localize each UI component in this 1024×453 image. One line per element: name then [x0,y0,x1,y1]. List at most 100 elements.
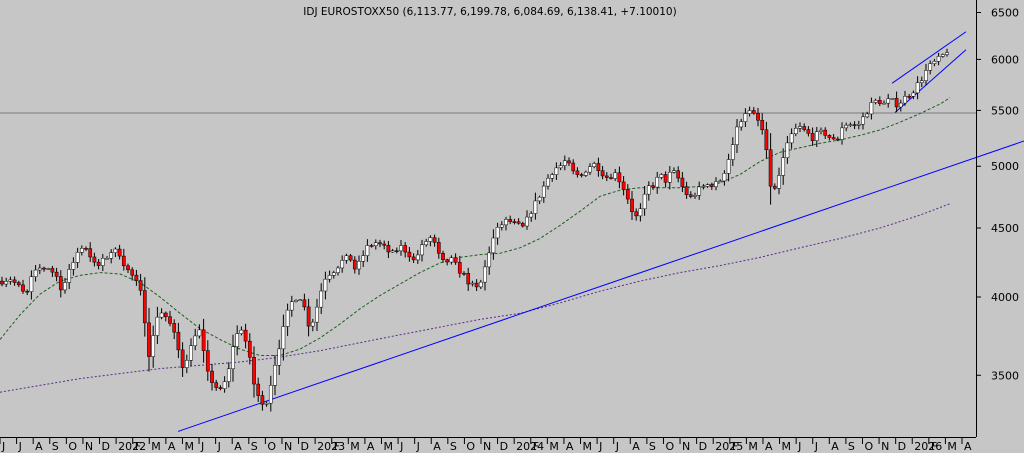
candle-body-up [428,237,433,242]
x-tick-label: J [416,440,420,453]
candle-body-down [634,211,639,217]
candle-body-down [0,280,4,285]
candle-body-down [411,256,416,261]
candle-body-down [382,243,387,246]
candle-body-down [445,259,450,263]
x-tick-label: M [748,440,758,453]
candle-body-up [357,261,361,270]
candle-body-down [168,316,172,324]
candle-body-down [663,174,668,183]
candle-body-up [613,172,618,179]
candle [781,148,786,185]
x-tick-label: 2024 [516,440,544,453]
candle-body-down [676,170,681,179]
candle [504,216,508,231]
candle-body-up [100,258,105,266]
candle-body-up [189,345,193,361]
candle-body-down [386,245,391,253]
candle-body-down [201,329,206,351]
candle-body-up [491,237,496,254]
candle-body-up [323,278,328,292]
candle [382,240,387,250]
x-tick-label: 2026 [914,440,942,453]
candle [298,299,303,302]
candle-body-up [193,335,198,347]
candle-body-up [4,281,9,285]
candle-body-down [117,248,122,257]
candle [810,127,815,146]
candle-body-down [831,137,836,140]
candle [348,254,353,262]
candle [898,99,903,112]
x-tick-label: S [848,440,855,453]
candle-body-up [659,174,664,178]
candle-body-up [886,98,891,104]
candle-body-down [432,237,437,243]
candle [932,58,937,67]
candle [861,112,865,130]
candle-body-up [529,213,534,218]
candle [281,314,286,361]
candle [873,98,878,105]
candle [819,127,823,135]
candle-body-up [197,329,202,337]
candle-body-down [12,279,17,283]
candle [646,181,651,201]
candle [760,113,765,135]
candle [231,334,235,382]
candle [37,264,42,275]
candle-body-up [155,316,160,336]
candle [260,390,265,411]
candle-body-down [88,248,93,258]
candle-body-down [134,274,139,281]
candle [630,191,634,221]
candle [453,253,458,265]
x-tick-label: J [598,440,602,453]
candle [474,279,479,292]
candle-body-down [512,221,517,223]
candle-body-down [378,242,382,245]
candle-body-up [63,282,67,291]
candle [197,324,202,339]
candle-body-up [373,242,378,247]
candle [907,94,912,99]
candle [483,260,487,291]
candle [273,355,277,396]
candle [25,289,30,296]
candle [877,96,882,107]
candle-body-up [735,126,739,145]
candle-body-down [756,113,760,121]
candle [138,274,143,296]
candle-body-up [344,255,349,261]
x-tick-label: M [151,440,161,453]
candle-body-up [840,127,844,140]
candle [705,183,710,188]
candle [529,211,534,222]
x-tick-label: M [350,440,360,453]
candle [487,246,492,275]
chart-title: IDJ EUROSTOXX50 (6,113.77, 6,199.78, 6,0… [303,6,676,18]
x-tick-label: O [68,440,77,453]
candle-body-up [365,245,370,256]
candle [831,134,836,140]
candle-body-down [84,248,88,250]
candle [911,90,916,100]
candle-body-down [894,98,899,108]
candle-body-up [340,260,345,269]
x-tick-label: S [450,440,457,453]
candle [495,222,500,245]
candle [96,259,101,270]
candle-body-up [642,193,647,210]
candle-body-down [92,256,97,263]
candle-body-down [571,162,576,172]
candle [680,172,685,192]
x-tick-label: J [1,440,5,453]
candle-body-down [218,387,223,389]
x-tick-label: D [699,440,707,453]
x-tick-label: J [399,440,403,453]
x-tick-label: A [168,440,176,453]
candle-body-up [327,275,332,280]
y-tick-label: 5500 [991,104,1019,117]
candle [642,186,647,216]
candle-body-up [554,167,559,175]
